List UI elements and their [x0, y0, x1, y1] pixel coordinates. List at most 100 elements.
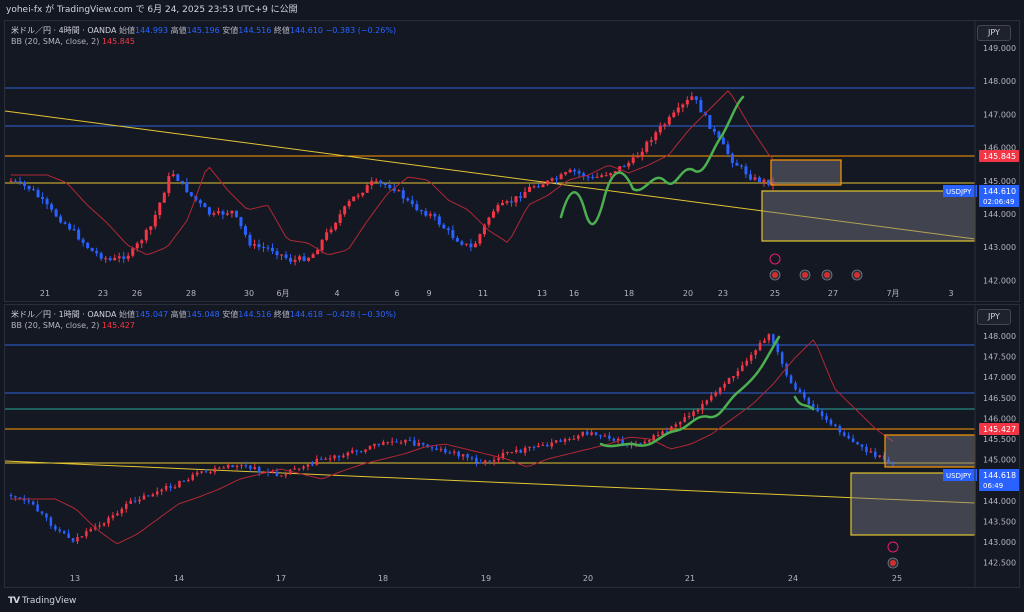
candle-body: [275, 471, 279, 476]
candle-body: [603, 435, 607, 437]
candle-body: [446, 228, 450, 231]
candle-body: [882, 455, 886, 460]
candle-body: [780, 352, 784, 364]
x-tick-label: 14: [174, 574, 184, 583]
footer-bar: ⁠TV TradingView: [0, 590, 1024, 612]
candle-body: [500, 202, 504, 206]
candle-body: [395, 441, 398, 443]
candle-body: [316, 250, 320, 255]
candle-body: [667, 116, 671, 125]
candle-body: [203, 203, 207, 208]
candle-body: [333, 455, 336, 459]
candle-body: [72, 229, 76, 231]
chart-panel-1h[interactable]: 米ドル／円 · 1時間 · OANDA 始値145.047 高値145.048 …: [4, 304, 1020, 588]
candle-body: [753, 177, 757, 180]
candle-body: [568, 438, 571, 440]
candle-body: [749, 354, 753, 361]
y-tick-label: 146.000: [983, 144, 1016, 153]
x-tick-label: 24: [788, 574, 798, 583]
x-tick-label: 26: [132, 289, 142, 298]
candle-body: [32, 189, 36, 191]
candle-body: [510, 452, 514, 454]
candle-body: [113, 258, 117, 261]
candle-body: [532, 446, 536, 448]
bb-indicator-value: 145.845: [101, 37, 135, 46]
candle-body: [189, 192, 193, 196]
elliott-wave-path: [599, 335, 815, 448]
currency-button[interactable]: JPY: [977, 25, 1011, 41]
candle-body: [694, 96, 698, 101]
open-value: 145.047: [135, 310, 169, 319]
candle-body: [762, 179, 766, 183]
candle-body: [865, 446, 868, 452]
x-tick-label: 18: [624, 289, 634, 298]
bb-legend[interactable]: BB (20, SMA, close, 2) 145.427: [11, 320, 135, 331]
x-tick-label: 19: [481, 574, 491, 583]
chart-canvas-1h[interactable]: 148.000 147.500 147.000 146.500 146.000 145.5…: [5, 305, 1019, 587]
candle-body: [674, 424, 678, 427]
candle-body: [469, 243, 473, 248]
candle-body: [235, 465, 239, 467]
candle-body: [763, 340, 766, 343]
candle-body: [732, 375, 735, 378]
candle-body: [383, 183, 387, 185]
candle-body: [612, 438, 616, 441]
candle-body: [444, 448, 447, 453]
current-price-text: 144.618: [983, 471, 1016, 480]
x-tick-label: 25: [892, 574, 902, 583]
candle-body: [528, 186, 532, 192]
candle-body: [515, 449, 518, 453]
x-tick-label: 25: [770, 289, 780, 298]
currency-button[interactable]: JPY: [977, 309, 1011, 325]
candle-body: [151, 494, 155, 497]
candle-body: [306, 464, 310, 467]
candle-body: [18, 497, 22, 499]
candle-body: [89, 529, 93, 532]
candle-body: [559, 174, 563, 180]
candle-body: [816, 407, 819, 412]
candle-body: [417, 442, 421, 446]
candle-body: [288, 469, 292, 475]
candle-body: [591, 177, 595, 179]
low-value: 144.516: [238, 26, 272, 35]
candle-body: [470, 457, 474, 459]
candle-body: [505, 201, 509, 203]
candle-body: [271, 471, 274, 473]
candle-body: [356, 195, 360, 197]
candle-body: [218, 467, 221, 469]
candle-body: [221, 211, 225, 215]
candle-body: [705, 400, 709, 404]
candle-body: [404, 439, 407, 443]
candle-body: [656, 435, 660, 437]
candle-body: [18, 181, 22, 183]
x-tick-label: 4: [334, 289, 339, 298]
us-flag-icon: [890, 560, 896, 566]
brand-label: TradingView: [21, 596, 77, 606]
candle-body: [374, 180, 378, 182]
close-value: 144.610: [289, 26, 324, 35]
bb-middle-line: [11, 90, 774, 256]
candle-body: [887, 459, 890, 462]
bb-middle-line: [11, 339, 894, 545]
candle-body: [76, 537, 79, 542]
candle-body: [496, 205, 500, 212]
chart-canvas-4h[interactable]: 149.000 148.000 147.000 146.000 145.000 144.0…: [5, 21, 1019, 301]
candle-body: [785, 363, 788, 376]
candle-body: [167, 176, 171, 193]
chart-panel-4h[interactable]: 米ドル／円 · 4時間 · OANDA 始値144.993 高値145.196 …: [4, 20, 1020, 302]
candle-body: [320, 458, 323, 460]
bb-indicator-label: BB (20, SMA, close, 2): [11, 321, 100, 330]
change-value: −0.428 (−0.30%): [325, 310, 397, 319]
candle-body: [212, 213, 216, 215]
x-tick-label: 23: [98, 289, 108, 298]
candle-body: [600, 175, 604, 177]
candle-body: [108, 258, 112, 261]
open-value: 144.993: [135, 26, 169, 35]
candle-body: [721, 137, 725, 145]
bb-legend[interactable]: BB (20, SMA, close, 2) 145.845: [11, 36, 135, 47]
candle-body: [98, 525, 101, 527]
candle-body: [451, 230, 455, 238]
candle-body: [878, 455, 881, 457]
candle-body: [649, 140, 653, 142]
candle-body: [9, 495, 13, 497]
